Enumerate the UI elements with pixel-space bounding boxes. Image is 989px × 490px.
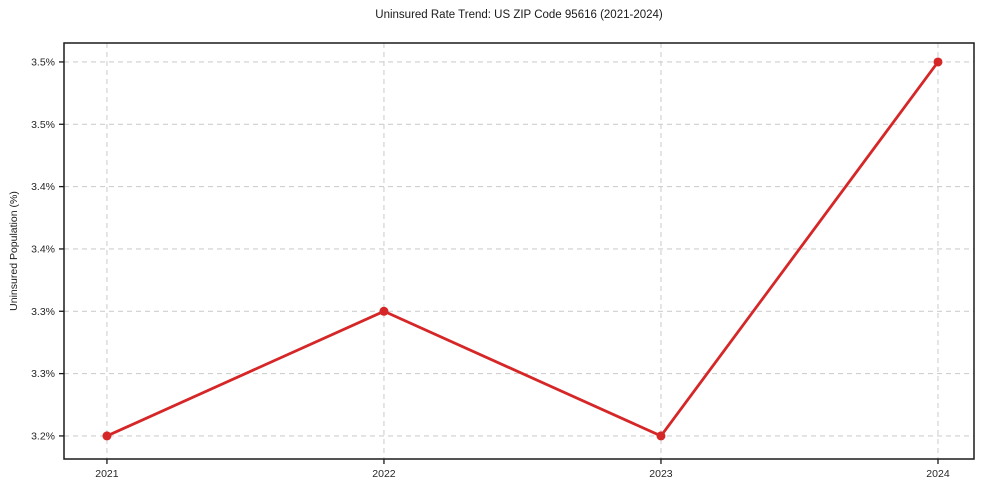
y-tick-label: 3.5% <box>31 56 55 68</box>
data-point-2022 <box>379 306 389 316</box>
y-tick-label: 3.4% <box>31 181 55 193</box>
y-tick-label: 3.3% <box>31 368 55 380</box>
x-tick-label: 2021 <box>95 468 119 480</box>
x-tick-label: 2022 <box>372 468 396 480</box>
data-point-2024 <box>933 57 943 67</box>
y-tick-label: 3.4% <box>31 243 55 255</box>
x-tick-label: 2024 <box>926 468 950 480</box>
data-point-2021 <box>102 431 112 441</box>
plot-background <box>64 43 974 459</box>
data-point-2023 <box>656 431 666 441</box>
y-tick-label: 3.2% <box>31 430 55 442</box>
x-tick-label: 2023 <box>649 468 673 480</box>
y-tick-label: 3.3% <box>31 306 55 318</box>
plot-border <box>63 42 975 460</box>
y-tick-label: 3.5% <box>31 119 55 131</box>
chart-title: Uninsured Rate Trend: US ZIP Code 95616 … <box>375 9 663 21</box>
trend-line <box>105 60 940 438</box>
